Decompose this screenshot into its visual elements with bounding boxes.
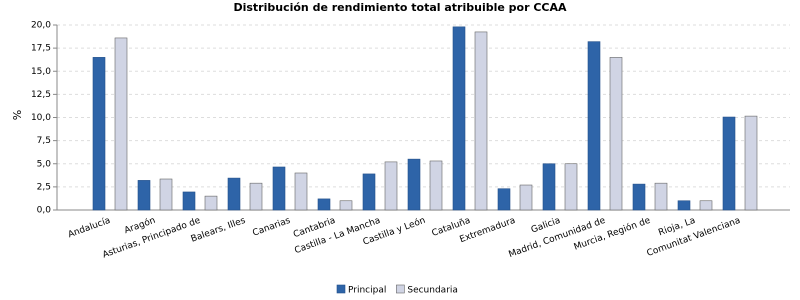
bar: [204, 195, 218, 211]
y-tick-label: 7,5: [37, 136, 51, 146]
bar: [227, 177, 241, 211]
bar: [497, 188, 511, 211]
bar: [699, 200, 713, 211]
bar: [249, 182, 263, 211]
bar: [362, 173, 376, 211]
x-tick-label: Murcia, Región de: [572, 215, 652, 253]
bar: [542, 163, 556, 211]
y-tick-label: 0,0: [37, 206, 52, 216]
bar: [272, 166, 286, 211]
x-tick-label: Andalucía: [67, 216, 112, 241]
bar: [317, 198, 331, 211]
y-tick-label: 20,0: [31, 21, 51, 31]
y-tick-label: 12,5: [31, 90, 51, 100]
bar: [384, 161, 398, 211]
y-tick-label: 17,5: [31, 44, 51, 54]
bar: [654, 182, 668, 211]
bar: [159, 178, 173, 211]
y-tick-label: 5,0: [37, 159, 52, 169]
bar: [677, 200, 691, 211]
y-tick-label: 15,0: [31, 67, 51, 77]
bar: [744, 115, 758, 211]
bar: [722, 116, 736, 211]
legend-swatch: [336, 284, 346, 294]
bar: [632, 183, 646, 211]
y-axis-label: %: [11, 110, 24, 120]
bar: [407, 158, 421, 211]
bar: [452, 26, 466, 211]
legend-label: Secundaria: [407, 286, 458, 296]
bar: [182, 191, 196, 211]
bar: [294, 172, 308, 211]
bar: [474, 31, 488, 211]
bar: [587, 41, 601, 211]
y-tick-label: 2,5: [37, 182, 51, 192]
bar: [137, 180, 151, 211]
bar: [92, 57, 106, 211]
bar: [114, 37, 128, 211]
bar: [339, 200, 353, 211]
chart-title: Distribución de rendimiento total atribu…: [233, 1, 567, 14]
bar: [609, 57, 623, 211]
bar: [429, 160, 443, 211]
bar: [564, 163, 578, 211]
y-tick-label: 10,0: [31, 113, 51, 123]
legend-label: Principal: [348, 286, 386, 296]
bar: [519, 184, 533, 211]
legend-swatch: [396, 284, 405, 294]
x-tick-label: Canarias: [251, 216, 292, 239]
